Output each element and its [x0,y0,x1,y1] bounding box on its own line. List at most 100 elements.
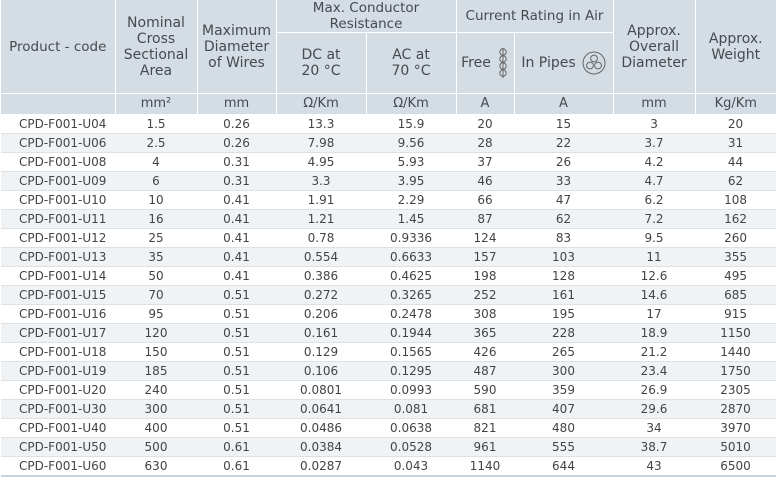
cell-weight: 915 [695,304,777,324]
cell-current-in-pipes: 480 [514,418,614,438]
cell-current-in-pipes: 228 [514,323,614,343]
cell-nominal-area: 500 [115,437,197,457]
cell-dc-resistance: 3.3 [276,171,366,191]
cell-nominal-area: 16 [115,209,197,229]
cell-ac-resistance: 0.1295 [366,361,456,381]
header-product-code: Product - code [1,0,116,94]
cell-overall-diameter: 29.6 [613,399,696,419]
cell-product-code: CPD-F001-U06 [1,133,115,153]
cell-current-free: 308 [456,304,514,324]
cell-ac-resistance: 0.4625 [366,266,456,286]
cell-dc-resistance: 7.98 [276,133,366,153]
cell-overall-diameter: 4.7 [613,171,696,191]
unit-cell: A [456,93,515,115]
unit-cell: mm² [115,93,198,115]
unit-cell: mm [197,93,277,115]
unit-cell: Ω/Km [276,93,367,115]
cell-overall-diameter: 12.6 [613,266,696,286]
cell-current-free: 20 [456,114,514,134]
cell-max-wire-diameter: 0.51 [197,380,276,400]
cell-dc-resistance: 0.0287 [276,456,366,477]
cell-nominal-area: 240 [115,380,197,400]
cell-current-in-pipes: 22 [514,133,614,153]
cell-nominal-area: 120 [115,323,197,343]
cell-weight: 62 [695,171,777,191]
cell-current-in-pipes: 407 [514,399,614,419]
table-row: CPD-F001-U40 400 0.51 0.0486 0.0638 821 480 34 3… [1,418,777,438]
cell-nominal-area: 4 [115,152,197,172]
cell-current-free: 961 [456,437,514,457]
cell-weight: 31 [695,133,777,153]
cell-overall-diameter: 14.6 [613,285,696,305]
cell-nominal-area: 35 [115,247,197,267]
cell-ac-resistance: 3.95 [366,171,456,191]
cell-product-code: CPD-F001-U15 [1,285,115,305]
table-row: CPD-F001-U20 240 0.51 0.0801 0.0993 590 359 26.… [1,380,777,400]
cell-nominal-area: 95 [115,304,197,324]
cell-overall-diameter: 21.2 [613,342,696,362]
cell-current-free: 821 [456,418,514,438]
cell-current-in-pipes: 26 [514,152,614,172]
cell-ac-resistance: 15.9 [366,114,456,134]
cell-max-wire-diameter: 0.41 [197,247,276,267]
cell-overall-diameter: 9.5 [613,228,696,248]
cell-current-free: 590 [456,380,514,400]
cell-weight: 108 [695,190,777,210]
table-row: CPD-F001-U15 70 0.51 0.272 0.3265 252 161 14.6 6… [1,285,777,305]
cell-ac-resistance: 0.2478 [366,304,456,324]
cell-current-free: 87 [456,209,514,229]
cell-max-wire-diameter: 0.26 [197,114,276,134]
cell-ac-resistance: 2.29 [366,190,456,210]
cell-dc-resistance: 0.0801 [276,380,366,400]
cell-overall-diameter: 34 [613,418,696,438]
cell-overall-diameter: 4.2 [613,152,696,172]
header-weight: Approx. Weight [695,0,777,94]
cell-max-wire-diameter: 0.31 [197,152,276,172]
cell-weight: 3970 [695,418,777,438]
cell-nominal-area: 6 [115,171,197,191]
cell-weight: 162 [695,209,777,229]
cell-weight: 5010 [695,437,777,457]
coiled-wires-icon [499,48,507,78]
cell-max-wire-diameter: 0.41 [197,190,276,210]
cell-product-code: CPD-F001-U09 [1,171,115,191]
cell-max-wire-diameter: 0.51 [197,361,276,381]
unit-cell: Kg/Km [695,93,777,115]
table-row: CPD-F001-U10 10 0.41 1.91 2.29 66 47 6.2 108 [1,190,777,210]
cell-current-free: 1140 [456,456,514,477]
cell-max-wire-diameter: 0.61 [197,456,276,477]
cell-product-code: CPD-F001-U14 [1,266,115,286]
cell-max-wire-diameter: 0.41 [197,209,276,229]
cell-ac-resistance: 0.081 [366,399,456,419]
cell-weight: 2305 [695,380,777,400]
cell-current-in-pipes: 644 [514,456,614,477]
cell-nominal-area: 400 [115,418,197,438]
table-row: CPD-F001-U14 50 0.41 0.386 0.4625 198 128 12.6 4… [1,266,777,286]
cell-product-code: CPD-F001-U20 [1,380,115,400]
cell-overall-diameter: 11 [613,247,696,267]
cell-current-in-pipes: 300 [514,361,614,381]
cell-dc-resistance: 0.78 [276,228,366,248]
cell-current-free: 66 [456,190,514,210]
cell-max-wire-diameter: 0.51 [197,285,276,305]
cell-overall-diameter: 43 [613,456,696,477]
cell-max-wire-diameter: 0.41 [197,228,276,248]
cell-weight: 1750 [695,361,777,381]
cell-max-wire-diameter: 0.31 [197,171,276,191]
cell-dc-resistance: 1.91 [276,190,366,210]
cell-ac-resistance: 0.3265 [366,285,456,305]
cell-overall-diameter: 26.9 [613,380,696,400]
header-max-wire-diameter: Maximum Diameter of Wires [197,0,277,94]
header-current-rating: Current Rating in Air [456,0,614,33]
cell-nominal-area: 150 [115,342,197,362]
cell-weight: 2870 [695,399,777,419]
header-nominal-area: Nominal Cross Sectional Area [115,0,198,94]
cell-product-code: CPD-F001-U13 [1,247,115,267]
cell-product-code: CPD-F001-U08 [1,152,115,172]
cell-dc-resistance: 0.0384 [276,437,366,457]
cell-current-free: 681 [456,399,514,419]
cell-weight: 44 [695,152,777,172]
cell-ac-resistance: 0.9336 [366,228,456,248]
free-label: Free [461,55,491,71]
cell-current-free: 487 [456,361,514,381]
